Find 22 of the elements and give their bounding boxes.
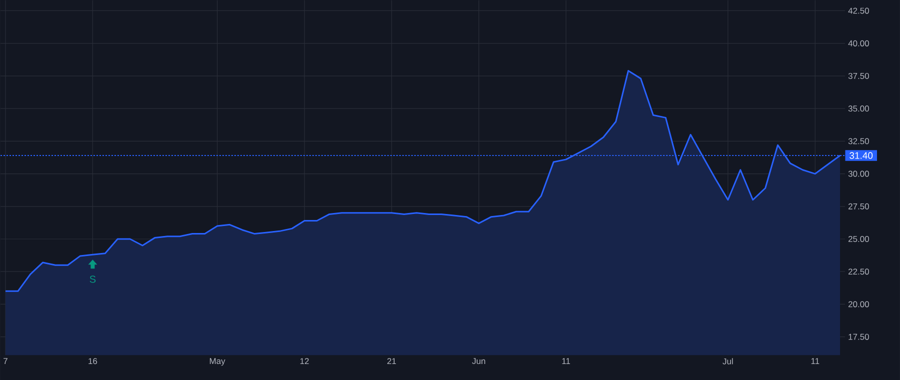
x-tick-label: 7 [4,358,8,364]
x-tick-label: 21 [387,358,396,364]
x-tick-label: May [210,358,226,366]
y-tick-label: 30.00 [848,170,869,177]
y-tick-label: 37.50 [848,72,869,79]
y-tick-label: 17.50 [848,334,869,340]
x-tick-label: Jul [722,358,733,364]
y-tick-label: 42.50 [848,8,869,14]
x-tick-label: Jun [472,358,486,364]
x-tick-label: 11 [562,358,570,364]
x-tick-label: 12 [300,358,309,364]
y-tick-label: 22.50 [848,268,869,275]
x-tick-label: 16 [88,358,98,364]
y-tick-label: 20.00 [848,301,869,308]
x-tick-label: 11 [811,358,820,364]
y-tick-label: 35.00 [848,106,869,112]
y-tick-label: 25.00 [848,236,869,242]
y-tick-label: 40.00 [848,40,869,46]
annotation: S [90,276,96,283]
y-tick-label: 27.50 [848,203,869,210]
ref-line-label: 31.40 [850,152,873,159]
y-tick-label: 32.50 [848,138,869,144]
